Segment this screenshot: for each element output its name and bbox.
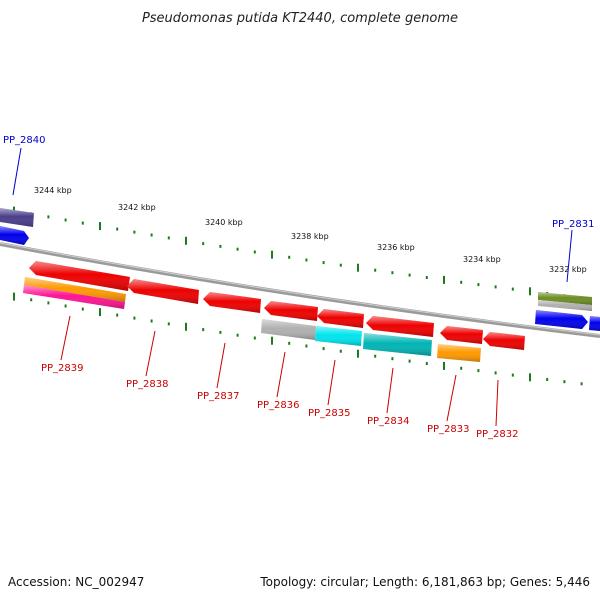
- PP_2835-feature-cyan[interactable]: [315, 326, 362, 346]
- genome-summary-text: Topology: circular; Length: 6,181,863 bp…: [259, 575, 590, 589]
- PP_2831-gene[interactable]: [535, 310, 588, 329]
- PP_2832-gene[interactable]: [483, 332, 525, 350]
- scale-label-3244: 3244 kbp: [34, 186, 72, 195]
- accession-text: Accession: NC_002947: [8, 575, 144, 589]
- PP_2835-gene[interactable]: [317, 309, 364, 328]
- label-PP_2832[interactable]: PP_2832: [476, 429, 519, 440]
- leader-PP_2836: [277, 352, 285, 397]
- leader-PP_2840: [13, 148, 21, 195]
- PP_2836-feature-gray[interactable]: [261, 319, 316, 340]
- PP_2838-gene[interactable]: [127, 279, 199, 304]
- leader-PP_2831: [567, 230, 572, 282]
- scale-label-3238: 3238 kbp: [291, 232, 329, 241]
- leader-PP_2834: [387, 368, 393, 413]
- leader-PP_2832: [496, 380, 498, 426]
- leader-PP_2838: [146, 331, 155, 376]
- label-PP_2838[interactable]: PP_2838: [126, 379, 169, 390]
- PP_2836-gene[interactable]: [264, 301, 318, 321]
- label-PP_2833[interactable]: PP_2833: [427, 424, 470, 435]
- gene-labels: PP_2840 PP_2831 PP_2839 PP_2838 PP_2837 …: [3, 135, 595, 440]
- leader-PP_2837: [217, 343, 225, 388]
- PP_2834-feature-teal[interactable]: [363, 333, 432, 356]
- PP_2834-gene[interactable]: [366, 316, 434, 337]
- PP_2833-gene[interactable]: [440, 326, 483, 344]
- PP_2840-gene[interactable]: [0, 208, 34, 227]
- label-PP_2835[interactable]: PP_2835: [308, 408, 351, 419]
- label-PP_2831[interactable]: PP_2831: [552, 219, 595, 230]
- scale-label-3234: 3234 kbp: [463, 255, 501, 264]
- leader-PP_2833: [447, 375, 456, 421]
- leader-PP_2835: [328, 360, 335, 405]
- PP_2830-gene-edge[interactable]: [589, 316, 600, 331]
- label-PP_2839[interactable]: PP_2839: [41, 363, 84, 374]
- PP_2837-gene[interactable]: [203, 292, 261, 313]
- genome-map-view: Pseudomonas putida KT2440, complete geno…: [0, 0, 600, 600]
- leader-PP_2839: [61, 316, 70, 360]
- label-PP_2837[interactable]: PP_2837: [197, 391, 240, 402]
- genome-title: Pseudomonas putida KT2440, complete geno…: [142, 11, 458, 26]
- label-PP_2836[interactable]: PP_2836: [257, 400, 300, 411]
- PP_2840-gene-lower[interactable]: [0, 226, 29, 245]
- PP_2833-feature-orange[interactable]: [437, 344, 481, 362]
- label-PP_2840[interactable]: PP_2840: [3, 135, 46, 146]
- label-leaders: [13, 148, 572, 426]
- scale-label-3242: 3242 kbp: [118, 203, 156, 212]
- scale-label-3240: 3240 kbp: [205, 218, 243, 227]
- label-PP_2834[interactable]: PP_2834: [367, 416, 410, 427]
- scale-label-3236: 3236 kbp: [377, 243, 415, 252]
